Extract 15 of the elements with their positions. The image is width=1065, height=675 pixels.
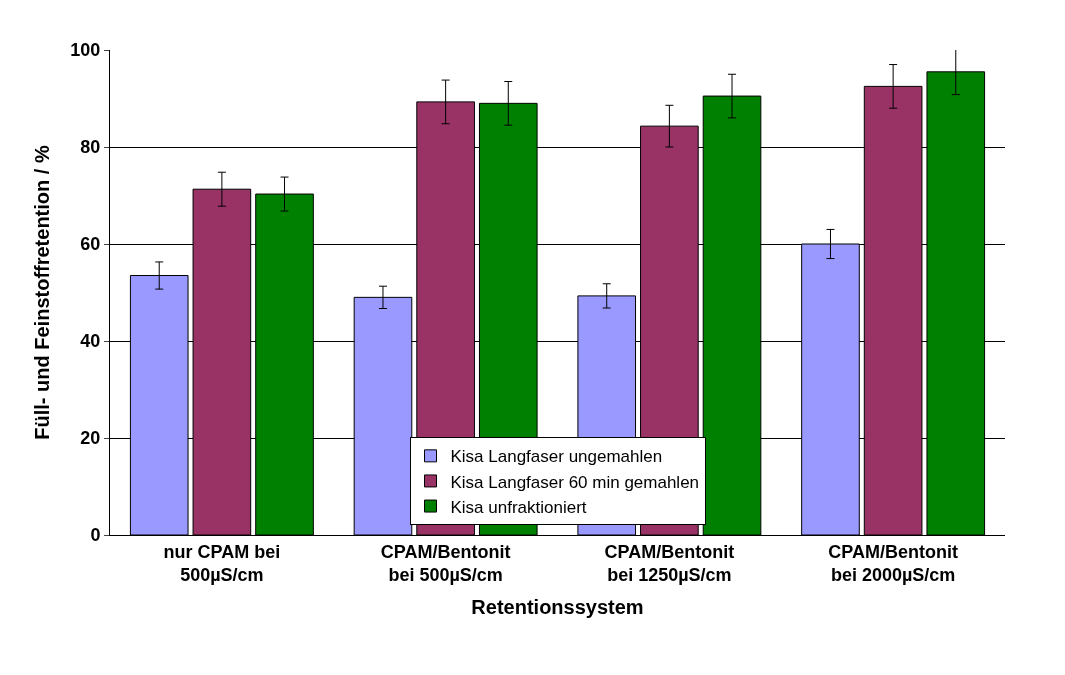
y-tick-label: 80 bbox=[80, 137, 101, 158]
y-tick-label: 40 bbox=[80, 331, 101, 352]
x-tick-label: CPAM/Bentonit bei 2000µS/cm bbox=[828, 541, 958, 585]
x-tick-label: nur CPAM bei 500µS/cm bbox=[163, 541, 281, 585]
y-tick-label: 0 bbox=[90, 525, 101, 546]
legend-label: Kisa unfraktioniert bbox=[450, 497, 587, 517]
x-tick-label: CPAM/Bentonit bei 500µS/cm bbox=[380, 541, 511, 585]
legend-label: Kisa Langfaser ungemahlen bbox=[450, 447, 663, 467]
y-tick-label: 20 bbox=[80, 428, 101, 449]
y-axis-title: Füll- und Feinstoffretention / % bbox=[30, 145, 53, 440]
x-tick-label: CPAM/Bentonit bei 1250µS/cm bbox=[604, 541, 735, 585]
legend-label: Kisa Langfaser 60 min gemahlen bbox=[450, 472, 700, 492]
y-tick-label: 60 bbox=[80, 234, 101, 255]
x-axis-title: Retentionssystem bbox=[471, 595, 644, 618]
y-tick-label: 100 bbox=[70, 40, 101, 61]
